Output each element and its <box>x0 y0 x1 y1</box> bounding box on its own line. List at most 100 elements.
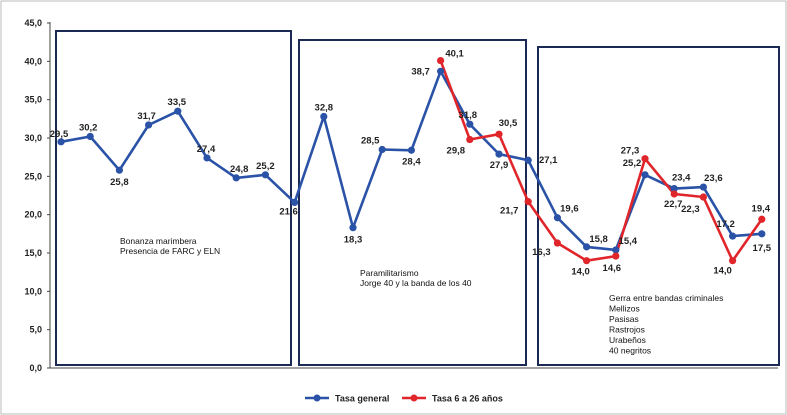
period-box-bandas <box>537 46 780 366</box>
data-point <box>495 130 503 138</box>
data-label: 28,5 <box>361 136 380 147</box>
data-point <box>524 156 532 164</box>
annotation-line: Paramilitarismo <box>360 268 419 278</box>
y-tick-label: 5,0 <box>29 325 42 335</box>
data-point <box>115 166 123 174</box>
data-labels: 29,5 30,2 25,8 31,7 33,5 27,4 24,8 25,2 21,6 32,8… <box>50 49 772 278</box>
data-label: 27,9 <box>490 160 509 171</box>
data-point <box>670 185 678 193</box>
data-label: 21,7 <box>500 206 519 217</box>
data-point <box>437 56 445 65</box>
y-tick-label: 20,0 <box>24 210 42 220</box>
data-point <box>699 193 708 201</box>
data-label: 14,0 <box>713 266 732 277</box>
annotation-line: Gerra entre bandas criminales <box>609 293 723 303</box>
data-point <box>437 67 445 75</box>
data-point <box>57 138 65 146</box>
data-label: 33,5 <box>168 97 187 108</box>
data-label: 22,7 <box>664 199 683 210</box>
data-label: 18,3 <box>344 235 363 246</box>
data-label: 14,0 <box>571 267 590 278</box>
data-label: 38,7 <box>411 66 430 77</box>
period-box-paramilitarismo <box>298 39 527 366</box>
data-point <box>232 174 240 182</box>
data-label: 21,6 <box>279 206 298 217</box>
data-point <box>174 107 182 115</box>
data-label: 25,2 <box>256 161 275 172</box>
data-point <box>553 214 562 222</box>
data-point <box>641 171 649 179</box>
annotation-line: Bonanza marimbera <box>120 236 197 246</box>
data-point <box>729 257 737 265</box>
data-point <box>758 215 766 223</box>
data-point <box>524 198 532 206</box>
data-point <box>612 246 620 254</box>
y-axis-ticks: 0,0 5,0 10,0 15,0 20,0 25,0 30,0 35,0 40,0 45,0 <box>24 18 50 373</box>
data-point <box>291 198 299 206</box>
data-label: 17,2 <box>716 219 735 230</box>
data-point <box>583 243 591 251</box>
data-point <box>261 171 269 179</box>
annotation-line: Pasisas <box>609 314 639 324</box>
data-point <box>495 150 503 158</box>
y-tick-label: 35,0 <box>24 95 42 105</box>
data-point <box>612 252 620 260</box>
data-point <box>758 230 766 238</box>
data-label: 40,1 <box>445 49 464 60</box>
data-label: 23,4 <box>672 173 691 184</box>
data-label: 25,2 <box>623 158 642 169</box>
y-tick-label: 45,0 <box>24 18 42 28</box>
series-points <box>57 56 766 265</box>
data-point <box>699 183 708 191</box>
data-label: 29,5 <box>50 129 69 140</box>
data-label: 31,7 <box>137 111 156 122</box>
data-label: 17,5 <box>753 243 772 254</box>
legend-marker <box>313 394 321 402</box>
annotation-line: Jorge 40 y la banda de los 40 <box>360 278 472 288</box>
y-tick-label: 10,0 <box>24 286 42 296</box>
data-point <box>378 145 386 154</box>
data-label: 15,4 <box>619 236 638 247</box>
data-point <box>583 257 591 265</box>
legend-label: Tasa general <box>335 394 389 404</box>
data-label: 27,4 <box>197 144 216 155</box>
data-point <box>553 239 562 247</box>
legend-marker <box>410 394 418 402</box>
annotation-line: Rastrojos <box>609 325 645 335</box>
legend-label: Tasa 6 a 26 años <box>432 394 503 404</box>
data-point <box>86 132 94 141</box>
y-tick-label: 25,0 <box>24 171 42 181</box>
data-point <box>641 155 649 163</box>
data-point <box>466 135 474 144</box>
y-tick-label: 40,0 <box>24 56 42 66</box>
annotation-line: 40 negritos <box>609 346 651 356</box>
annotation-line: Urabeños <box>609 335 646 345</box>
period-box-bonanza <box>55 30 292 366</box>
data-point <box>320 112 328 121</box>
data-point <box>145 121 153 129</box>
data-label: 23,6 <box>704 173 723 184</box>
y-tick-label: 15,0 <box>24 248 42 258</box>
data-label: 29,8 <box>447 146 466 157</box>
data-label: 16,3 <box>532 247 551 258</box>
data-label: 28,4 <box>402 156 421 167</box>
y-tick-label: 0,0 <box>29 363 42 373</box>
data-label: 14,6 <box>603 263 622 274</box>
legend: Tasa general Tasa 6 a 26 años <box>305 394 503 404</box>
data-label: 30,2 <box>79 122 98 133</box>
data-point <box>407 146 415 154</box>
data-label: 19,6 <box>560 204 579 215</box>
data-label: 19,4 <box>752 203 771 214</box>
data-label: 25,8 <box>110 177 129 188</box>
series-line-1 <box>439 60 763 263</box>
data-point <box>466 120 474 128</box>
annotation-line: Mellizos <box>609 304 640 314</box>
annotation-bandas: Gerra entre bandas criminalesMellizosPas… <box>609 293 723 356</box>
data-label: 22,3 <box>681 204 700 215</box>
data-label: 30,5 <box>499 118 518 129</box>
data-label: 27,1 <box>539 155 558 166</box>
